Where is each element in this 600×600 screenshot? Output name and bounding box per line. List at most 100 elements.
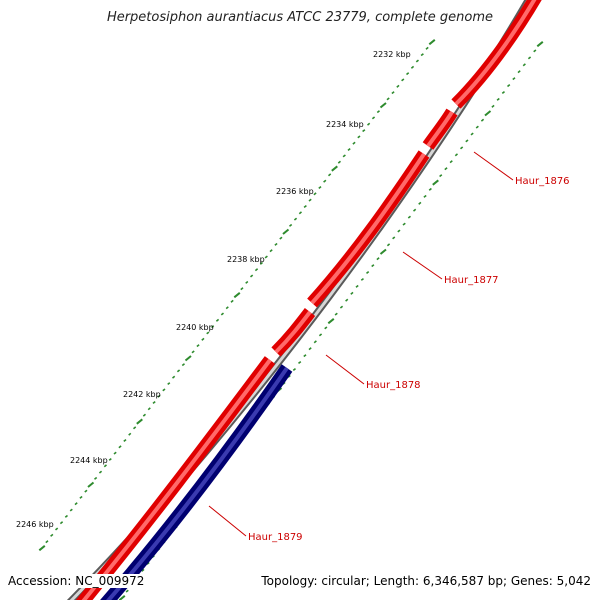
tick-mark [459,146,464,150]
tick-mark [118,445,122,449]
genome-summary-text: Topology: circular; Length: 6,346,587 bp… [258,574,591,588]
tick-mark [396,84,400,88]
tick-mark [484,110,492,117]
tick-mark [292,367,297,372]
tick-mark [355,284,359,288]
tick-mark [45,540,49,544]
tick-mark [191,350,195,354]
tick-mark [269,249,273,253]
tick-mark [225,306,229,310]
tick-mark [432,179,439,186]
tick-mark [245,280,249,284]
tick-mark [87,481,95,488]
tick-mark [423,194,427,198]
tick-mark [152,400,156,405]
tick-mark [391,91,395,95]
leader-line-haur-1879 [208,505,247,537]
tick-mark [69,508,73,512]
tick-mark [327,318,335,325]
tick-mark [303,354,307,358]
tick-mark [501,90,506,95]
tick-mark [371,264,375,268]
tick-mark [125,589,129,593]
tick-label: 2240 kbp [176,323,214,332]
tick-mark [108,457,112,461]
tick-label: 2242 kbp [123,390,161,399]
tick-mark [103,464,108,468]
tick-mark [345,298,349,302]
tick-mark [342,154,346,158]
tick-mark [533,49,537,53]
tick-mark [64,514,69,518]
map-title: Herpetosiphon aurantiacus ATCC 23779, co… [0,10,600,25]
tick-mark [470,132,474,136]
tick-mark [475,125,479,129]
tick-mark [298,211,303,215]
tick-mark [206,331,210,335]
tick-mark [201,337,205,341]
tick-mark [418,201,422,205]
tick-mark [298,360,302,365]
tick-mark [136,418,143,425]
tick-mark [536,41,544,48]
tick-mark [439,174,443,178]
tick-mark [415,59,420,63]
tick-mark [318,185,322,190]
gene-label-haur-1876[interactable]: Haur_1876 [515,176,570,187]
gene-label-lines [208,151,514,537]
tick-mark [98,470,103,474]
tick-mark [59,521,64,525]
tick-mark [379,248,387,255]
leader-line-haur-1877 [402,251,443,280]
gene-label-haur-1879[interactable]: Haur_1879 [248,532,303,543]
tick-mark [410,65,415,69]
tick-mark [171,375,176,379]
tick-mark [240,287,244,291]
tick-mark [405,72,410,76]
leader-line-haur-1876 [473,151,514,181]
tick-mark [274,242,278,246]
tick-mark [167,382,171,386]
tick-mark [313,340,317,344]
tick-mark [496,97,500,101]
tick-mark [282,228,290,235]
tick-mark [376,257,380,261]
tick-mark [339,305,344,309]
tick-label: 2246 kbp [16,520,54,529]
tick-mark [365,270,370,275]
tick-mark [324,326,328,330]
gene-label-haur-1878[interactable]: Haur_1878 [366,380,421,391]
tick-mark [132,426,137,430]
tick-mark [386,243,391,247]
tick-mark [157,394,161,398]
tick-mark [392,236,396,240]
tick-mark [379,102,387,109]
tick-mark [412,208,417,212]
tick-label: 2234 kbp [326,120,364,129]
tick-mark [142,413,147,417]
tick-mark [347,147,351,152]
tick-mark [491,104,495,108]
tick-mark [230,299,234,303]
tick-mark [210,325,215,329]
tick-mark [401,78,405,82]
tick-mark [337,160,342,164]
tick-mark [259,261,264,265]
tick-mark [141,568,145,572]
tick-mark [428,39,436,46]
tick-mark [449,160,453,164]
tick-mark [54,527,59,531]
gene-haur-1879[interactable] [100,364,293,600]
tick-mark [506,83,511,88]
tick-mark [84,489,88,493]
tick-mark [352,141,356,145]
gene-label-haur-1877[interactable]: Haur_1877 [444,275,499,286]
tick-mark [428,187,432,191]
outer-tick-row [38,39,436,552]
tick-mark [308,198,312,202]
tick-mark [386,97,390,101]
tick-mark [318,333,323,337]
tick-mark [334,312,338,316]
tick-mark [181,363,186,367]
